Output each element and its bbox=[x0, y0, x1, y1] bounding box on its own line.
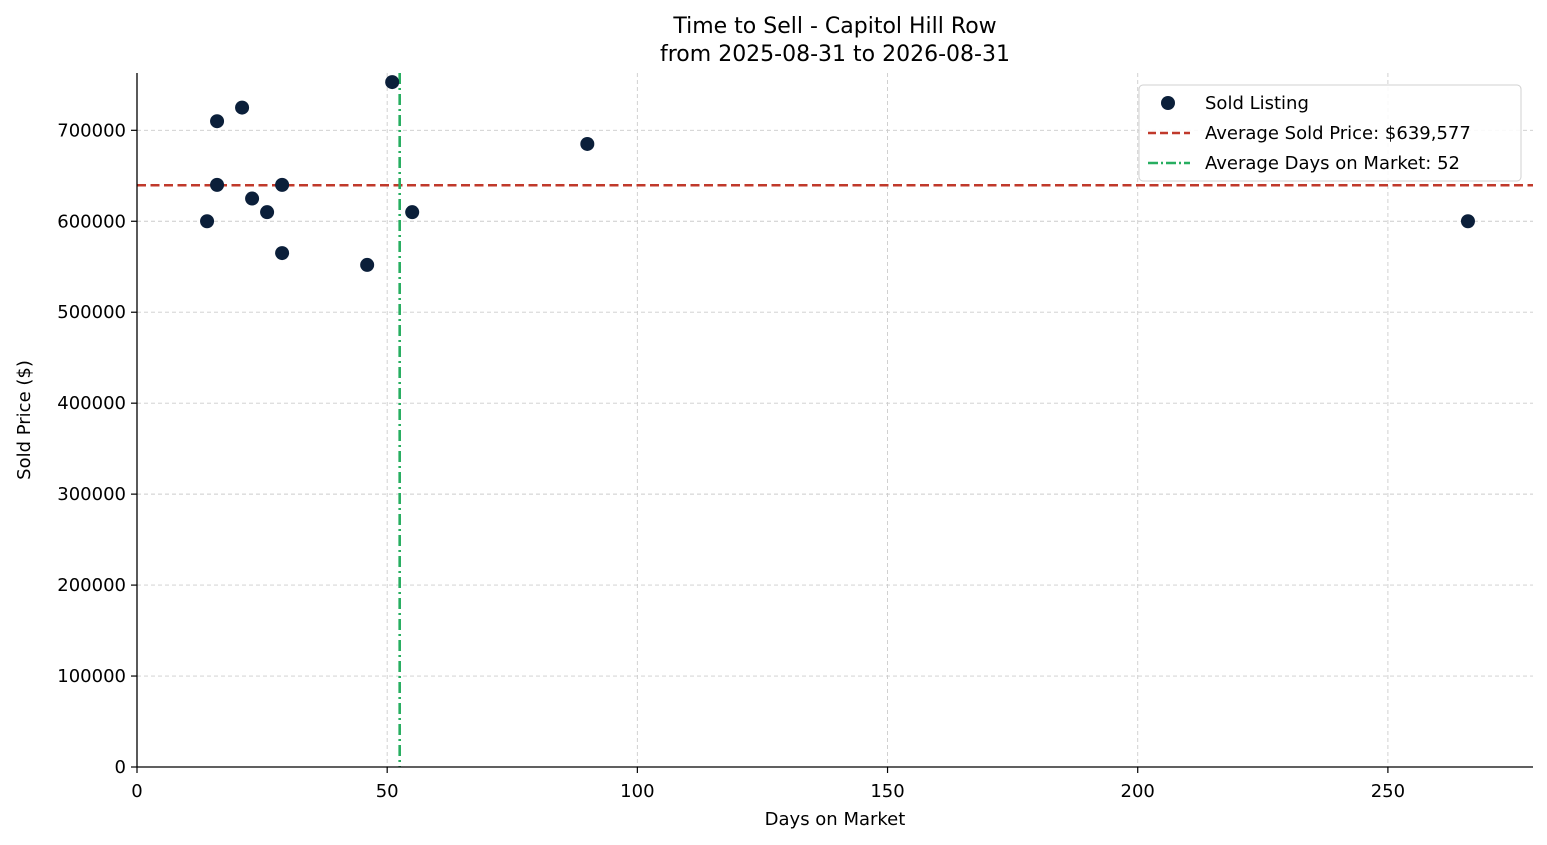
y-tick-label: 400000 bbox=[57, 393, 126, 414]
legend: Sold Listing Average Sold Price: $639,57… bbox=[1138, 84, 1522, 182]
x-tick-label: 150 bbox=[870, 781, 904, 802]
sold-listing-point bbox=[580, 136, 595, 151]
scatter-points bbox=[200, 75, 1475, 272]
sold-listing-point bbox=[360, 257, 375, 272]
y-axis-ticks: 0 100000 200000 300000 400000 500000 600000 700… bbox=[57, 120, 137, 778]
sold-listing-point bbox=[210, 114, 225, 129]
y-tick-label: 500000 bbox=[57, 302, 126, 323]
x-tick-label: 50 bbox=[376, 781, 399, 802]
y-tick-label: 100000 bbox=[57, 666, 126, 687]
x-tick-label: 200 bbox=[1121, 781, 1155, 802]
y-tick-label: 0 bbox=[115, 757, 126, 778]
sold-listing-point bbox=[385, 75, 400, 90]
x-tick-label: 0 bbox=[131, 781, 142, 802]
legend-label-sold-listing: Sold Listing bbox=[1205, 93, 1309, 114]
y-tick-label: 300000 bbox=[57, 484, 126, 505]
x-axis-ticks: 0 50 100 150 200 250 bbox=[131, 767, 1405, 802]
grid-lines bbox=[137, 73, 1533, 767]
chart-title: Time to Sell - Capitol Hill Row bbox=[672, 14, 996, 39]
y-tick-label: 600000 bbox=[57, 211, 126, 232]
sold-listing-point bbox=[1460, 214, 1475, 229]
legend-label-average-price: Average Sold Price: $639,577 bbox=[1205, 123, 1471, 144]
sold-listing-point bbox=[245, 191, 260, 206]
reference-lines bbox=[137, 73, 1533, 767]
y-axis-label: Sold Price ($) bbox=[14, 360, 35, 480]
x-tick-label: 250 bbox=[1371, 781, 1405, 802]
x-axis-label: Days on Market bbox=[765, 809, 906, 830]
x-tick-label: 100 bbox=[620, 781, 654, 802]
sold-listing-point bbox=[405, 205, 420, 220]
chart-subtitle: from 2025-08-31 to 2026-08-31 bbox=[660, 42, 1010, 67]
legend-label-average-days: Average Days on Market: 52 bbox=[1205, 153, 1460, 174]
legend-box bbox=[1138, 84, 1522, 182]
sold-listing-point bbox=[210, 177, 225, 192]
y-tick-label: 700000 bbox=[57, 120, 126, 141]
sold-listing-point bbox=[275, 177, 290, 192]
legend-marker-sold-listing bbox=[1161, 96, 1175, 110]
sold-listing-point bbox=[260, 205, 275, 220]
sold-listing-point bbox=[200, 214, 215, 229]
y-tick-label: 200000 bbox=[57, 575, 126, 596]
sold-listing-point bbox=[235, 100, 250, 115]
sold-listing-point bbox=[275, 246, 290, 261]
